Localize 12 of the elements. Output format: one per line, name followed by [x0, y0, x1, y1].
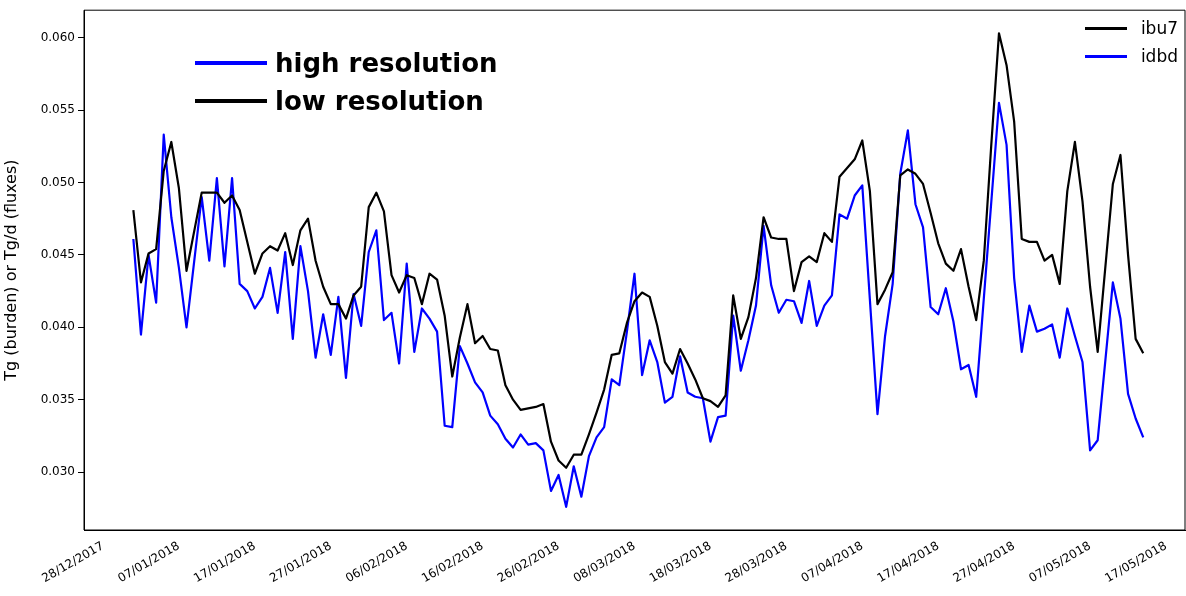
y-axis-title: Tg (burden) or Tg/d (fluxes): [0, 159, 20, 382]
annotation: low resolution: [275, 86, 484, 116]
y-tick-label: 0.055: [40, 102, 75, 117]
y-tick-label: 0.050: [40, 174, 75, 189]
y-tick-label: 0.045: [40, 247, 75, 262]
y-tick-label: 0.035: [40, 391, 75, 406]
y-tick-label: 0.060: [40, 29, 75, 44]
legend-label: ibu7: [1140, 18, 1178, 38]
y-tick-label: 0.030: [40, 464, 75, 479]
legend-label: idbd: [1140, 46, 1178, 66]
y-tick-label: 0.040: [40, 319, 75, 334]
annotation: high resolution: [275, 48, 498, 78]
